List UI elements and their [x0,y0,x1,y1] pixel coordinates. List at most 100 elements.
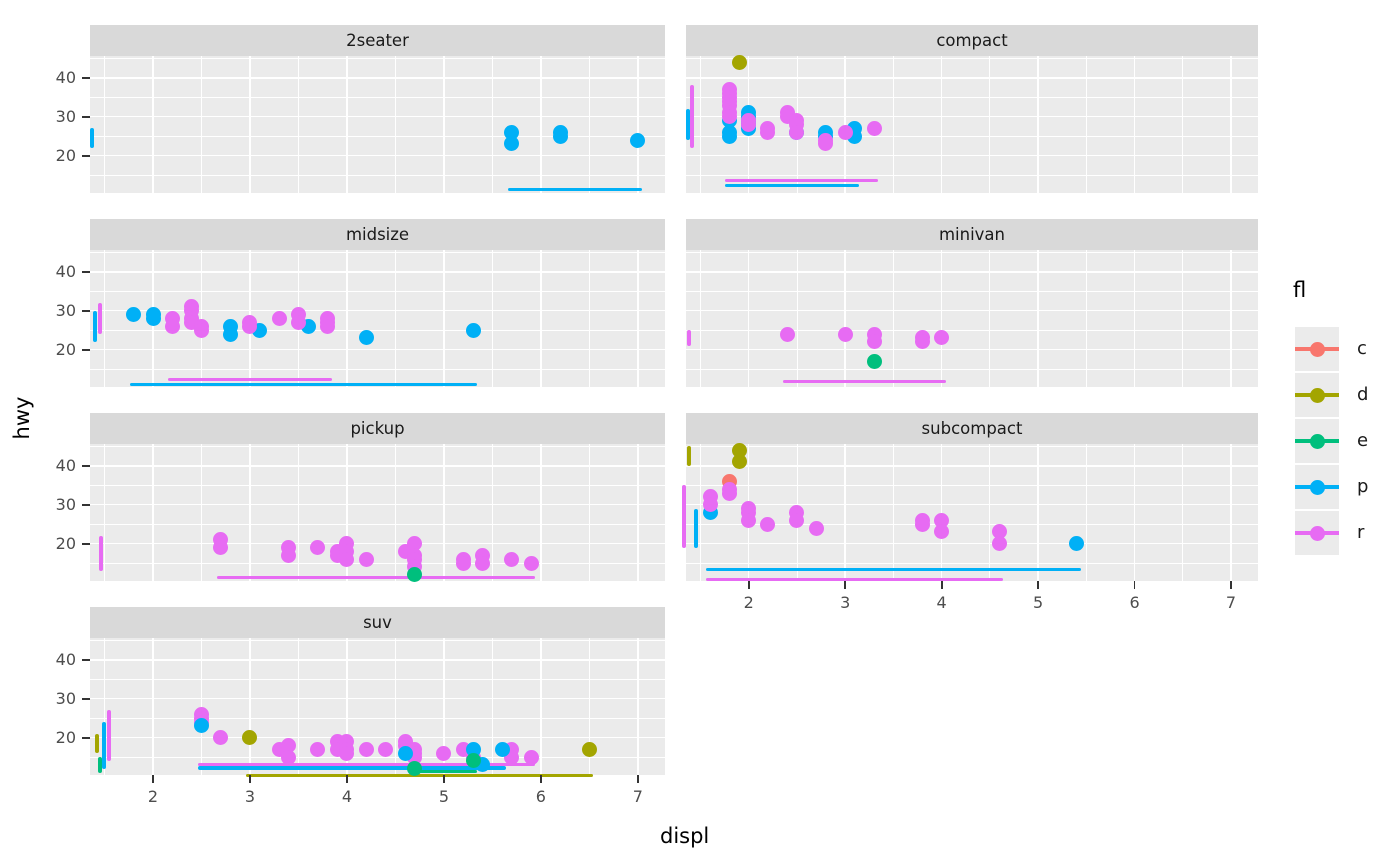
y-minor-gridline [90,445,665,447]
x-tick-mark [844,581,847,589]
y-minor-gridline [90,57,665,59]
y-minor-gridline [90,639,665,641]
y-tick-label: 20 [55,339,76,359]
data-point-r [721,109,737,125]
x-major-gridline [249,638,251,775]
left-rug-p [686,108,690,141]
left-rug-r [107,710,111,762]
x-tick-label: 7 [632,787,643,806]
x-tick-mark [940,581,943,589]
y-minor-gridline [686,329,1258,331]
y-tick-label: 40 [55,649,76,669]
data-point-p [465,322,481,338]
y-major-gridline [90,697,665,700]
y-major-gridline [90,542,665,545]
left-rug-r [98,302,102,335]
x-major-gridline [443,638,445,775]
data-point-r [378,741,394,757]
x-major-gridline [1133,444,1136,581]
data-point-p [552,128,568,144]
y-tick-label: 30 [55,688,76,708]
y-minor-gridline [686,251,1258,253]
bottom-rug-d [245,773,594,777]
data-point-r [281,749,297,765]
x-major-gridline [152,444,154,581]
legend-key-c [1295,327,1339,371]
x-tick-mark [249,775,251,783]
left-rug-r [682,485,686,548]
y-minor-gridline [90,96,665,98]
x-major-gridline [346,250,348,387]
x-major-gridline [747,250,750,387]
y-minor-gridline [90,562,665,564]
y-major-gridline [686,542,1258,545]
facet-strip-subcompact: subcompact [686,413,1258,444]
y-minor-gridline [686,96,1258,98]
bottom-rug-p [129,382,477,386]
x-major-gridline [637,444,639,581]
y-minor-gridline [686,523,1258,525]
left-rug-e [98,756,102,773]
y-minor-gridline [686,484,1258,486]
x-major-gridline [940,444,943,581]
facet-title: pickup [350,419,405,438]
left-rug-r [99,535,103,571]
data-point-p [397,745,413,761]
legend-label-r: r [1357,522,1365,543]
data-point-r [779,326,795,342]
y-tick-mark [82,658,90,661]
data-point-r [339,551,355,567]
x-tick-label: 6 [1129,593,1140,612]
y-minor-gridline [686,562,1258,564]
y-major-gridline [686,309,1258,312]
x-tick-label: 7 [1225,593,1237,612]
data-point-r [358,551,374,567]
data-point-r [866,120,882,136]
data-point-r [866,334,882,350]
x-major-gridline [249,56,251,193]
data-point-p [465,741,481,757]
bottom-rug-p [507,187,642,191]
facet-title: midsize [345,225,410,244]
y-minor-gridline [90,756,665,758]
data-point-r [339,745,355,761]
data-point-d [731,54,747,70]
data-point-p [358,330,374,346]
y-major-gridline [686,348,1258,351]
facet-panel-compact [686,56,1258,193]
data-point-r [702,497,718,513]
y-major-gridline [90,309,665,312]
left-rug-r [687,330,691,346]
y-tick-mark [82,309,90,312]
data-point-d [242,730,258,746]
x-tick-mark [152,775,154,783]
bottom-rug-r [216,575,536,579]
y-major-gridline [90,659,665,661]
x-tick-mark [1230,581,1232,589]
data-point-r [837,326,853,342]
y-minor-gridline [90,174,665,176]
facet-panel-minivan [686,250,1258,387]
data-point-p [126,307,142,323]
bottom-rug-e [410,769,477,773]
left-rug-d [95,733,99,754]
x-tick-mark [539,775,542,783]
data-point-e [407,567,423,583]
data-point-r [290,314,306,330]
x-minor-gridline [201,250,202,387]
x-tick-label: 2 [743,593,754,612]
x-minor-gridline [989,444,991,581]
x-minor-gridline [989,250,991,387]
bottom-rug-p [725,183,859,187]
legend-label-p: p [1357,476,1369,497]
x-major-gridline [844,250,846,387]
x-major-gridline [1133,250,1136,387]
legend-key-p [1295,465,1339,509]
x-tick-label: 2 [147,787,159,806]
data-point-r [310,540,326,556]
left-rug-p [90,128,94,148]
x-major-gridline [540,638,542,775]
y-tick-label: 40 [55,455,76,475]
y-major-gridline [90,348,665,351]
